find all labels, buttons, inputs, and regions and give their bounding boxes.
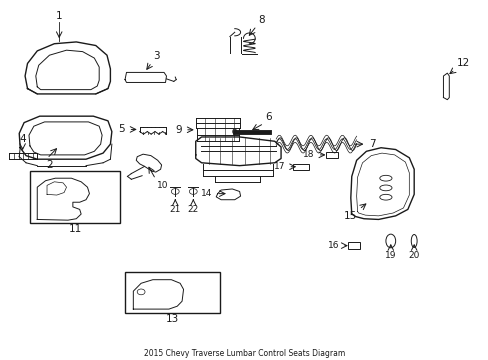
Text: 8: 8 bbox=[258, 15, 264, 25]
Text: 15: 15 bbox=[343, 211, 356, 221]
Text: 19: 19 bbox=[384, 251, 396, 260]
Text: 20: 20 bbox=[407, 251, 419, 260]
Bar bbox=[30, 171, 120, 223]
Bar bbox=[347, 242, 359, 249]
Text: 16: 16 bbox=[327, 241, 339, 250]
Bar bbox=[293, 163, 308, 170]
Text: 6: 6 bbox=[265, 112, 271, 122]
Text: 22: 22 bbox=[187, 205, 199, 214]
Text: 9: 9 bbox=[175, 125, 182, 135]
Text: 7: 7 bbox=[368, 139, 375, 149]
Text: 4: 4 bbox=[20, 134, 26, 144]
Text: 5: 5 bbox=[118, 125, 125, 134]
Text: 2015 Chevy Traverse Lumbar Control Seats Diagram: 2015 Chevy Traverse Lumbar Control Seats… bbox=[143, 349, 345, 358]
Text: 10: 10 bbox=[157, 181, 168, 190]
Bar bbox=[125, 272, 220, 314]
Text: 11: 11 bbox=[68, 224, 82, 234]
Text: 12: 12 bbox=[456, 58, 469, 68]
Text: 1: 1 bbox=[56, 11, 62, 21]
Text: 2: 2 bbox=[46, 160, 53, 170]
Text: 3: 3 bbox=[153, 51, 160, 61]
Text: 18: 18 bbox=[302, 150, 314, 159]
Text: 13: 13 bbox=[165, 315, 179, 324]
Text: 17: 17 bbox=[273, 162, 285, 171]
Text: 21: 21 bbox=[169, 205, 181, 214]
Bar bbox=[326, 152, 337, 158]
Text: 14: 14 bbox=[201, 189, 212, 198]
